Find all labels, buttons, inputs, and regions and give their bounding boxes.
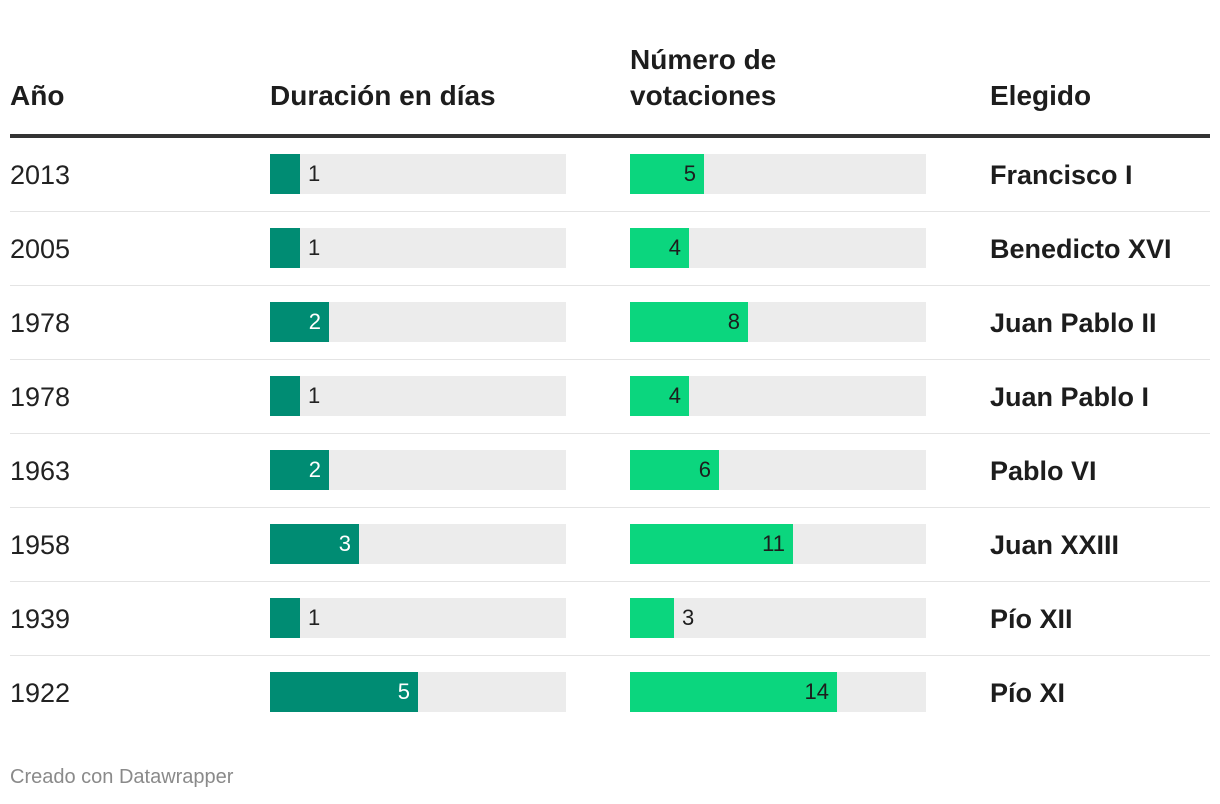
duration-value-label: 2 — [308, 457, 321, 482]
year-cell: 1958 — [10, 530, 71, 560]
duration-bar — [270, 672, 418, 712]
year-cell: 1922 — [10, 678, 71, 708]
elected-cell: Benedicto XVI — [990, 234, 1172, 264]
votes-bar — [630, 450, 719, 490]
elected-cell: Francisco I — [990, 160, 1133, 190]
votes-value-label: 5 — [683, 161, 696, 186]
votes-bar — [630, 598, 674, 638]
header-votes: Número de votaciones — [630, 42, 776, 114]
year-cell: 1939 — [10, 604, 71, 634]
header-votes-line2: votaciones — [630, 80, 777, 111]
duration-value-label: 1 — [308, 161, 321, 186]
votes-bar-track: 6 — [630, 450, 926, 490]
duration-value-label: 2 — [308, 309, 321, 334]
duration-bar — [270, 376, 300, 416]
duration-bar-track: 5 — [270, 672, 566, 712]
year-cell: 1963 — [10, 456, 71, 486]
year-cell: 2013 — [10, 160, 71, 190]
elected-cell: Juan XXIII — [990, 530, 1120, 560]
votes-bar — [630, 228, 689, 268]
header-year: Año — [10, 80, 65, 111]
year-cell: 2005 — [10, 234, 71, 264]
votes-value-label: 6 — [698, 457, 711, 482]
votes-bar — [630, 302, 748, 342]
votes-bar — [630, 672, 837, 712]
votes-bar-track: 4 — [630, 228, 926, 268]
table-row: 1978 2 8 Juan Pablo II — [10, 286, 1210, 360]
elected-cell: Pío XII — [990, 604, 1073, 634]
duration-bar — [270, 450, 329, 490]
duration-bar — [270, 524, 359, 564]
elected-cell: Pablo VI — [990, 456, 1097, 486]
duration-value-label: 1 — [308, 605, 321, 630]
duration-value-label: 1 — [308, 383, 321, 408]
table-header: Año Duración en días Número de votacione… — [10, 0, 1210, 138]
votes-value-label: 11 — [762, 531, 785, 556]
duration-value-label: 5 — [397, 679, 410, 704]
footer-credit: Creado con Datawrapper — [10, 766, 234, 788]
votes-bar-track: 3 — [630, 598, 926, 638]
votes-bar-track: 5 — [630, 154, 926, 194]
duration-bar — [270, 228, 300, 268]
votes-bar-track: 14 — [630, 672, 926, 712]
duration-bar — [270, 598, 300, 638]
table-row: 1963 2 6 Pablo VI — [10, 434, 1210, 508]
duration-bar-track: 1 — [270, 376, 566, 416]
duration-bar-track: 1 — [270, 598, 566, 638]
elected-cell: Juan Pablo II — [990, 308, 1157, 338]
table-row: 1958 3 11 Juan XXIII — [10, 508, 1210, 582]
elected-cell: Juan Pablo I — [990, 382, 1150, 412]
duration-value-label: 3 — [338, 531, 351, 556]
duration-bar-track: 1 — [270, 228, 566, 268]
duration-bar-track: 1 — [270, 154, 566, 194]
votes-value-label: 3 — [682, 605, 695, 630]
table-row: 2005 1 4 Benedicto XVI — [10, 212, 1210, 286]
votes-bar-track: 8 — [630, 302, 926, 342]
duration-bar — [270, 302, 329, 342]
votes-value-label: 14 — [804, 679, 829, 704]
year-cell: 1978 — [10, 382, 71, 412]
votes-bar-track: 11 — [630, 524, 926, 564]
duration-bar — [270, 154, 300, 194]
header-duration: Duración en días — [270, 80, 496, 111]
duration-bar-track: 2 — [270, 450, 566, 490]
votes-value-label: 4 — [668, 383, 681, 408]
table-row: 1978 1 4 Juan Pablo I — [10, 360, 1210, 434]
votes-bar — [630, 524, 793, 564]
table-row: 1939 1 3 Pío XII — [10, 582, 1210, 656]
year-cell: 1978 — [10, 308, 71, 338]
elected-cell: Pío XI — [990, 678, 1066, 708]
header-votes-line1: Número de — [630, 44, 777, 75]
votes-bar — [630, 376, 689, 416]
votes-value-label: 4 — [668, 235, 681, 260]
header-elected: Elegido — [990, 80, 1092, 111]
table-row: 2013 1 5 Francisco I — [10, 138, 1210, 212]
duration-bar-track: 3 — [270, 524, 566, 564]
votes-value-label: 8 — [727, 309, 740, 334]
duration-value-label: 1 — [308, 235, 321, 260]
votes-bar — [630, 154, 704, 194]
duration-bar-track: 2 — [270, 302, 566, 342]
votes-bar-track: 4 — [630, 376, 926, 416]
table-row: 1922 5 14 Pío XI — [10, 656, 1210, 730]
table-body: 2013 1 5 Francisco I 2005 1 4 Benedicto XVI 1978… — [10, 138, 1210, 730]
